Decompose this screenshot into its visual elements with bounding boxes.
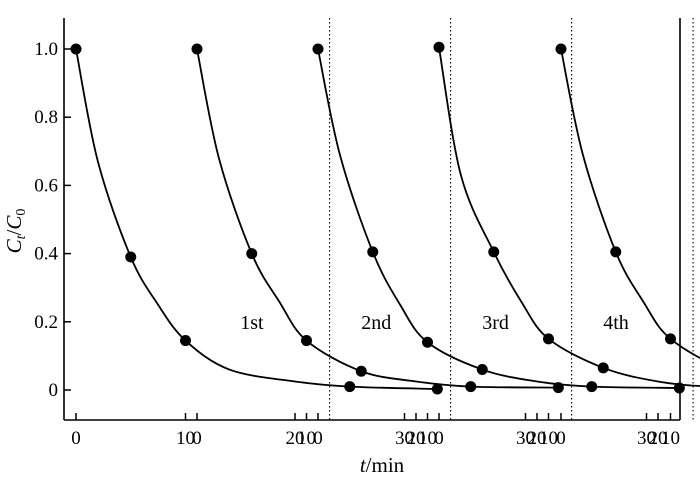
x-tick-label: 20 bbox=[286, 428, 305, 449]
panel-4: 01020304th bbox=[433, 18, 700, 449]
data-point bbox=[610, 246, 622, 258]
data-point bbox=[367, 246, 379, 258]
x-axis-title: t/min bbox=[360, 453, 405, 477]
y-tick-label: 0.8 bbox=[34, 107, 58, 128]
x-axis-title-variable: t bbox=[360, 453, 367, 477]
series-line bbox=[196, 48, 559, 389]
x-tick-label: 0 bbox=[434, 428, 444, 449]
x-tick-label: 10 bbox=[297, 428, 316, 449]
data-point bbox=[125, 251, 137, 263]
data-point bbox=[488, 246, 500, 258]
x-tick-label: 0 bbox=[313, 428, 323, 449]
panel-label: 4th bbox=[603, 312, 629, 334]
data-point bbox=[543, 333, 554, 345]
series-line bbox=[317, 48, 680, 389]
data-point bbox=[246, 248, 258, 260]
x-tick-label: 10 bbox=[661, 428, 680, 449]
x-tick-label: 10 bbox=[176, 428, 195, 449]
x-tick-label: 30 bbox=[395, 428, 414, 449]
y-tick-label: 0.2 bbox=[34, 312, 58, 333]
data-point bbox=[355, 365, 367, 377]
x-tick-label: 0 bbox=[71, 428, 81, 449]
series-line bbox=[75, 48, 438, 390]
data-point bbox=[301, 335, 312, 347]
panel-5: 01020305th bbox=[555, 43, 700, 449]
x-tick-label: 30 bbox=[637, 428, 656, 449]
data-point bbox=[555, 43, 567, 55]
data-point bbox=[665, 333, 676, 345]
x-tick-label: 10 bbox=[539, 428, 558, 449]
data-point bbox=[465, 381, 477, 393]
panel-label: 2nd bbox=[361, 312, 391, 334]
x-tick-label: 20 bbox=[407, 428, 426, 449]
chart-panels: 01020301st01020302nd01020303rd01020304th… bbox=[70, 18, 700, 449]
data-point bbox=[422, 336, 433, 348]
panel-label: 3rd bbox=[482, 312, 509, 334]
panel-label: 1st bbox=[240, 312, 264, 334]
y-axis-title-part: / bbox=[2, 229, 26, 235]
y-tick-label: 1.0 bbox=[34, 39, 58, 60]
y-axis-title-part: 0 bbox=[14, 209, 29, 216]
data-point bbox=[586, 381, 598, 393]
series-line bbox=[438, 47, 700, 387]
data-point bbox=[191, 43, 203, 55]
chart-axes: 0 0.2 0.4 0.6 0.8 1.0 bbox=[34, 18, 681, 421]
x-tick-label: 0 bbox=[192, 428, 202, 449]
y-tick-label: 0.4 bbox=[34, 244, 58, 265]
x-tick-label: 0 bbox=[556, 428, 566, 449]
y-tick-label: 0 bbox=[49, 380, 59, 401]
chart-labels: Ct/C0t/min bbox=[2, 209, 405, 477]
data-point bbox=[431, 383, 443, 395]
data-point bbox=[433, 41, 445, 53]
data-point bbox=[180, 335, 191, 347]
data-point bbox=[70, 43, 82, 55]
x-tick-label: 20 bbox=[528, 428, 547, 449]
series-line bbox=[560, 48, 700, 359]
y-axis-title-part: C bbox=[2, 238, 26, 253]
x-tick-label: 30 bbox=[516, 428, 535, 449]
data-point bbox=[597, 362, 609, 374]
x-tick-label: 10 bbox=[418, 428, 437, 449]
x-axis-title-unit: /min bbox=[366, 453, 405, 477]
y-axis-title-part: C bbox=[2, 215, 26, 230]
y-axis-title-part: t bbox=[14, 234, 29, 239]
y-tick-label: 0.6 bbox=[34, 175, 58, 196]
data-point bbox=[344, 381, 356, 393]
data-point bbox=[312, 43, 324, 55]
x-tick-label: 20 bbox=[649, 428, 668, 449]
data-point bbox=[476, 364, 488, 376]
y-axis-title: Ct/C0 bbox=[2, 209, 29, 254]
